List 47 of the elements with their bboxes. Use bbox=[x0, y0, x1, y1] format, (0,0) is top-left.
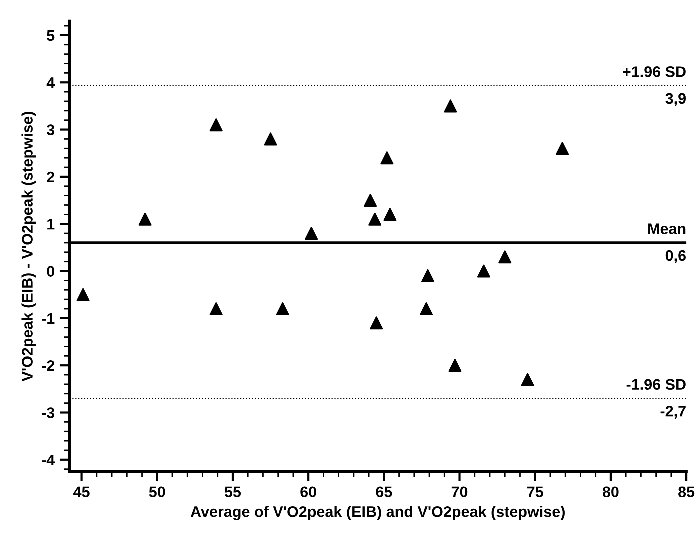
point bbox=[210, 302, 223, 316]
x-tick-label: 65 bbox=[376, 486, 392, 498]
point bbox=[305, 227, 318, 240]
point bbox=[210, 118, 223, 132]
x-tick-label: 55 bbox=[224, 486, 242, 498]
x-tick-label: 85 bbox=[678, 486, 695, 498]
annotation: 0,6 bbox=[666, 250, 686, 264]
point bbox=[76, 288, 90, 302]
x-tick-label: 75 bbox=[528, 486, 544, 498]
annotation: 3,9 bbox=[666, 93, 686, 106]
y-tick-label: -4 bbox=[42, 454, 56, 466]
y-tick-label: 4 bbox=[46, 78, 56, 88]
point bbox=[444, 100, 458, 113]
y-tick-label: 0 bbox=[47, 266, 54, 277]
ref-line-label: -1.96 SD bbox=[626, 379, 686, 390]
y-tick-label: -2 bbox=[42, 360, 55, 372]
ref-line-label: Mean bbox=[648, 224, 686, 234]
x-tick-label: 70 bbox=[452, 486, 468, 498]
point bbox=[422, 269, 435, 282]
x-tick-label: 45 bbox=[74, 486, 90, 498]
y-tick-label: -3 bbox=[42, 408, 55, 418]
point bbox=[498, 250, 512, 264]
y-tick-label: 3 bbox=[46, 124, 55, 136]
annotation: -2,7 bbox=[660, 406, 686, 419]
y-axis-title: V'O2peak (EIB) - V'O2peak (stepwise) bbox=[22, 112, 36, 382]
y-tick-label: 5 bbox=[47, 30, 55, 42]
x-tick-label: 60 bbox=[300, 486, 316, 498]
ref-line-label: +1.96 SD bbox=[623, 66, 686, 78]
y-tick-label: 1 bbox=[48, 219, 55, 230]
point bbox=[138, 212, 152, 226]
point bbox=[448, 359, 462, 372]
point bbox=[477, 264, 490, 278]
point bbox=[276, 302, 290, 316]
point bbox=[556, 142, 570, 156]
point bbox=[264, 132, 278, 146]
point bbox=[420, 302, 434, 316]
x-tick-label: 80 bbox=[602, 486, 619, 498]
point bbox=[368, 212, 382, 226]
y-tick-label: 2 bbox=[47, 172, 55, 182]
y-tick-label: -1 bbox=[42, 313, 55, 324]
x-tick-label: 50 bbox=[149, 486, 166, 498]
point bbox=[364, 194, 378, 208]
point bbox=[370, 316, 384, 330]
point bbox=[380, 152, 394, 165]
x-axis-title: Average of V'O2peak (EIB) and V'O2peak (stepwise) bbox=[190, 506, 565, 520]
point bbox=[384, 208, 397, 222]
point bbox=[521, 373, 534, 386]
